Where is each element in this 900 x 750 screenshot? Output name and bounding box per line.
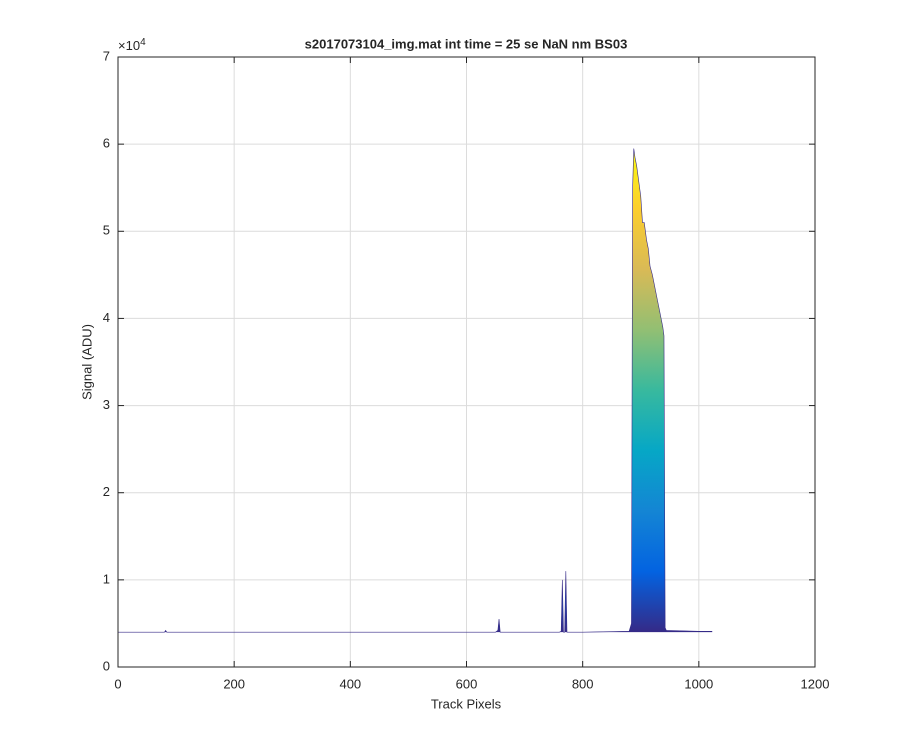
x-tick-label: 600 (456, 676, 478, 691)
y-multiplier: ×104 (118, 37, 146, 54)
y-tick-label: 1 (103, 571, 110, 586)
x-tick-label: 400 (339, 676, 361, 691)
x-tick-label: 1000 (684, 676, 713, 691)
x-tick-label: 0 (114, 676, 121, 691)
y-tick-label: 7 (103, 48, 110, 63)
x-tick-label: 200 (223, 676, 245, 691)
signal-area (118, 148, 713, 633)
x-tick-label: 800 (572, 676, 594, 691)
y-tick-label: 3 (103, 397, 110, 412)
axes-box (117, 56, 816, 668)
y-tick-label: 6 (103, 136, 110, 151)
y-tick-label: 2 (103, 484, 110, 499)
x-tick-label: 1200 (801, 676, 830, 691)
y-tick-label: 4 (103, 310, 110, 325)
multiplier-base: ×10 (118, 38, 140, 53)
chart-title: s2017073104_img.mat int time = 25 se NaN… (305, 36, 628, 51)
multiplier-exponent: 4 (140, 37, 146, 48)
y-tick-label: 5 (103, 223, 110, 238)
signal-line (118, 148, 713, 633)
y-tick-label: 0 (103, 658, 110, 673)
x-axis-label: Track Pixels (431, 696, 502, 711)
y-axis-label: Signal (ADU) (79, 324, 94, 400)
